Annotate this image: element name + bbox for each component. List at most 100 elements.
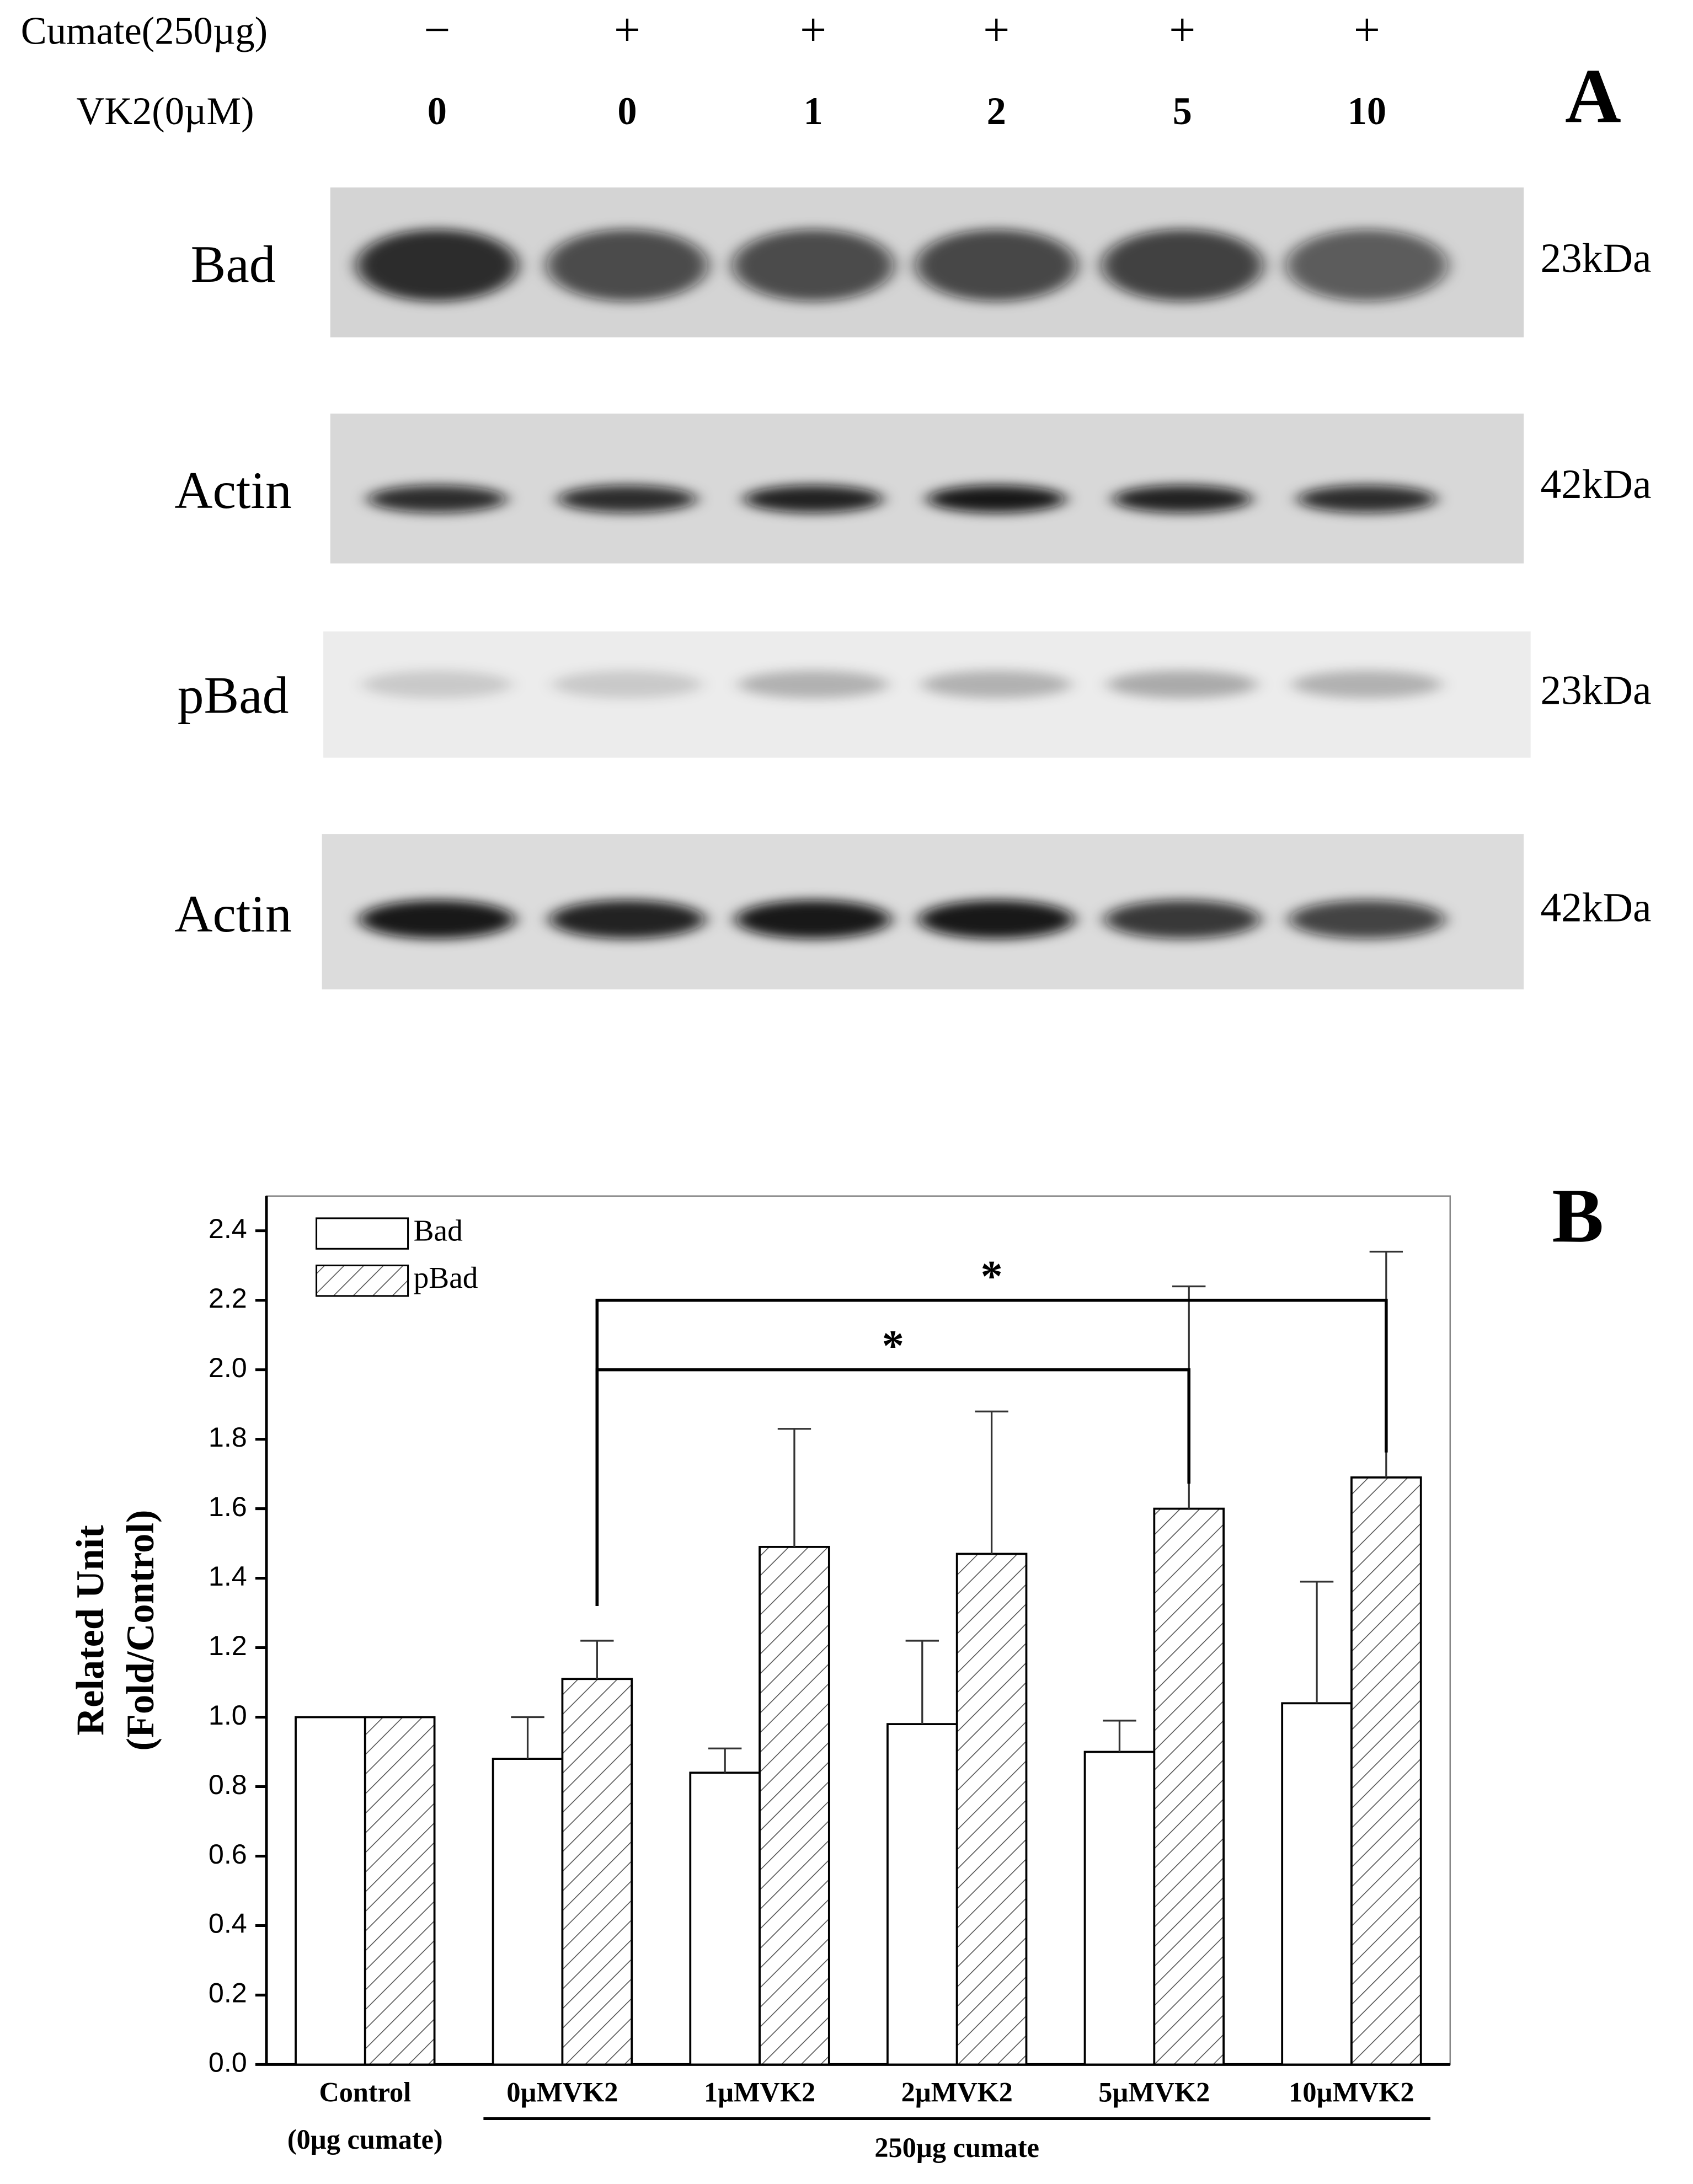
error-bar [511, 1716, 544, 1759]
bar [295, 1716, 366, 2066]
group-label: 250µg cumate [874, 2132, 1039, 2163]
y-tick-label: 1.0 [209, 1699, 247, 1731]
plot-frame [265, 1195, 1451, 2065]
lane-value: 0 [428, 90, 447, 133]
band [733, 229, 894, 302]
band [1289, 900, 1445, 939]
blot-bands [356, 229, 1448, 302]
blot-bands [359, 900, 1445, 939]
band [1291, 670, 1442, 699]
blot-bands [367, 485, 1436, 513]
blot-name: Actin [174, 885, 291, 943]
lane-value: 1 [804, 90, 823, 133]
band [367, 485, 507, 513]
lane-value: 10 [1348, 90, 1386, 133]
lane-value: 0 [617, 90, 637, 133]
bar [1350, 1476, 1422, 2066]
lane-value: + [983, 4, 1010, 56]
y-tick-label: 0.8 [209, 1769, 247, 1800]
bar [1083, 1751, 1156, 2066]
bar [364, 1716, 436, 2066]
y-tick-label: 2.4 [209, 1213, 247, 1244]
category-note: (0µg cumate) [287, 2124, 443, 2155]
band [927, 485, 1066, 513]
x-tick-label: 1µMVK2 [704, 2076, 815, 2107]
error-bar [975, 1410, 1008, 1554]
band [1297, 485, 1436, 513]
x-tick-label: 5µMVK2 [1098, 2076, 1210, 2107]
blot-name: pBad [178, 666, 289, 725]
lane-value: 5 [1173, 90, 1192, 133]
blot-name: Actin [174, 461, 291, 520]
blot-size: 23kDa [1540, 235, 1651, 281]
blot-size: 23kDa [1540, 668, 1651, 714]
bar [492, 1758, 564, 2066]
band [918, 900, 1075, 939]
y-tick-label: 0.0 [209, 2047, 247, 2078]
y-tick-label: 0.2 [209, 1977, 247, 2009]
blot-size: 42kDa [1540, 462, 1651, 507]
error-bar [708, 1747, 742, 1773]
band [356, 229, 518, 302]
significance-label: * [882, 1321, 904, 1371]
lane-value: 2 [987, 90, 1006, 133]
y-tick-label: 1.6 [209, 1491, 247, 1522]
error-bar [1103, 1720, 1136, 1752]
band [549, 900, 705, 939]
bar [561, 1678, 633, 2066]
lane-value: + [800, 4, 826, 56]
error-bar [777, 1428, 811, 1547]
row-label: VK2(0µM) [76, 90, 254, 133]
lane-value: − [424, 4, 450, 56]
band [916, 229, 1077, 302]
band [1104, 900, 1261, 939]
band [1107, 670, 1258, 699]
y-axis-label: Related Unit [69, 1525, 112, 1736]
legend-swatch [316, 1217, 409, 1250]
band [359, 900, 515, 939]
significance-bracket [595, 1298, 1388, 1607]
error-bar [1300, 1581, 1334, 1704]
bar [1153, 1507, 1225, 2066]
band [558, 485, 697, 513]
bar [759, 1545, 830, 2066]
y-tick-label: 0.6 [209, 1838, 247, 1870]
blot-size: 42kDa [1540, 885, 1651, 930]
x-tick-label: 0µMVK2 [506, 2076, 618, 2107]
band [735, 900, 891, 939]
y-tick-label: 1.4 [209, 1560, 247, 1592]
y-tick-label: 2.0 [209, 1352, 247, 1383]
blot-bands [362, 670, 1442, 699]
significance-bracket [595, 1368, 1190, 1607]
legend-swatch [316, 1264, 409, 1297]
band [362, 670, 512, 699]
y-tick-label: 1.8 [209, 1421, 247, 1453]
y-tick-label: 0.4 [209, 1908, 247, 1939]
bar [1281, 1702, 1353, 2066]
error-bar [905, 1640, 939, 1725]
y-tick-label: 1.2 [209, 1630, 247, 1661]
lane-value: + [1354, 4, 1380, 56]
error-bar [580, 1640, 614, 1679]
x-tick-label: 10µMVK2 [1289, 2076, 1414, 2107]
band [552, 670, 702, 699]
band [1102, 229, 1263, 302]
band [738, 670, 888, 699]
legend-label: Bad [414, 1213, 463, 1247]
lane-value: + [614, 4, 640, 56]
blot-name: Bad [191, 235, 276, 293]
lane-value: + [1169, 4, 1195, 56]
significance-label: * [980, 1252, 1002, 1301]
x-tick-label: 2µMVK2 [901, 2076, 1013, 2107]
bar [886, 1723, 958, 2066]
band [744, 485, 883, 513]
band [921, 670, 1072, 699]
panel-label: A [1565, 53, 1621, 139]
x-tick-label: Control [319, 2076, 411, 2107]
panel-label: B [1552, 1173, 1604, 1259]
row-label: Cumate(250µg) [21, 9, 268, 52]
bar [689, 1771, 761, 2066]
legend-label: pBad [414, 1261, 478, 1294]
